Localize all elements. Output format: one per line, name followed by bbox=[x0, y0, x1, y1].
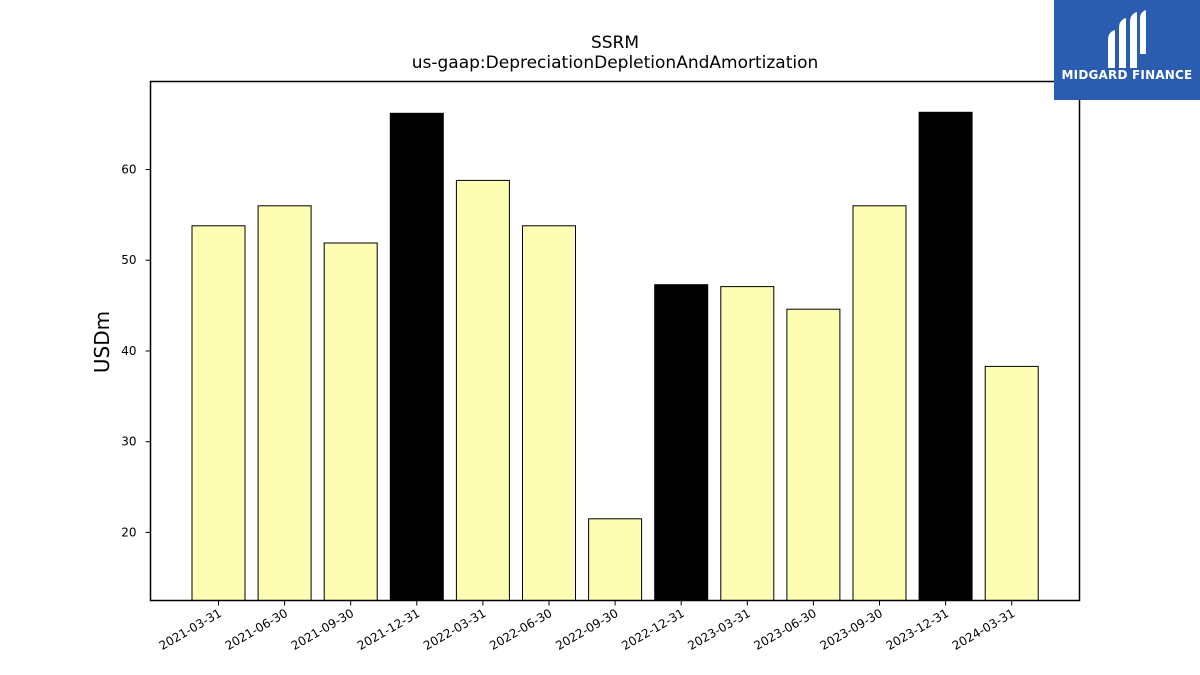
bar-2022-12-31 bbox=[654, 284, 709, 601]
bar-2023-06-30 bbox=[786, 308, 841, 601]
x-tick-label: 2022-09-30 bbox=[553, 606, 620, 653]
bar-2021-09-30 bbox=[323, 242, 378, 601]
x-tick-label: 2023-12-31 bbox=[884, 606, 951, 653]
x-tick-label: 2021-12-31 bbox=[355, 606, 422, 653]
bar-2023-03-31 bbox=[720, 286, 775, 601]
x-tick-label: 2021-03-31 bbox=[157, 606, 224, 653]
bar-2024-03-31 bbox=[984, 365, 1039, 601]
x-tick-label: 2022-03-31 bbox=[421, 606, 488, 653]
y-tick-label: 60 bbox=[121, 163, 136, 177]
bar-2022-09-30 bbox=[588, 518, 643, 601]
y-tick-label: 50 bbox=[121, 253, 136, 267]
y-tick-label: 20 bbox=[121, 525, 136, 539]
x-tick-label: 2021-09-30 bbox=[289, 606, 356, 653]
bar-2023-12-31 bbox=[918, 111, 973, 602]
y-axis-label: USDm bbox=[90, 311, 114, 373]
y-axis: 20 30 40 50 60 bbox=[121, 163, 151, 539]
x-tick-label: 2023-03-31 bbox=[685, 606, 752, 653]
y-tick-label: 40 bbox=[121, 344, 136, 358]
y-tick-label: 30 bbox=[121, 435, 136, 449]
x-tick-label: 2024-03-31 bbox=[950, 606, 1017, 653]
bar-2022-03-31 bbox=[455, 179, 510, 601]
bars-group bbox=[191, 111, 1039, 602]
bar-2021-12-31 bbox=[389, 112, 444, 602]
chart-title: SSRM bbox=[591, 33, 639, 53]
bar-2022-06-30 bbox=[522, 225, 576, 602]
x-tick-label: 2022-12-31 bbox=[619, 606, 686, 653]
chart-subtitle: us-gaap:DepreciationDepletionAndAmortiza… bbox=[412, 53, 819, 73]
logo-mark-icon bbox=[1108, 10, 1146, 68]
bar-2021-03-31 bbox=[191, 225, 246, 602]
brand-logo: MIDGARD FINANCE bbox=[1054, 0, 1200, 100]
x-tick-label: 2023-09-30 bbox=[818, 606, 885, 653]
x-tick-label: 2022-06-30 bbox=[487, 606, 554, 653]
bar-2023-09-30 bbox=[852, 205, 907, 602]
bar-2021-06-30 bbox=[257, 205, 312, 602]
x-tick-label: 2023-06-30 bbox=[751, 606, 818, 653]
x-tick-label: 2021-06-30 bbox=[223, 606, 290, 653]
logo-text: MIDGARD FINANCE bbox=[1061, 68, 1193, 82]
x-axis: 2021-03-312021-06-302021-09-302021-12-31… bbox=[157, 600, 1017, 653]
